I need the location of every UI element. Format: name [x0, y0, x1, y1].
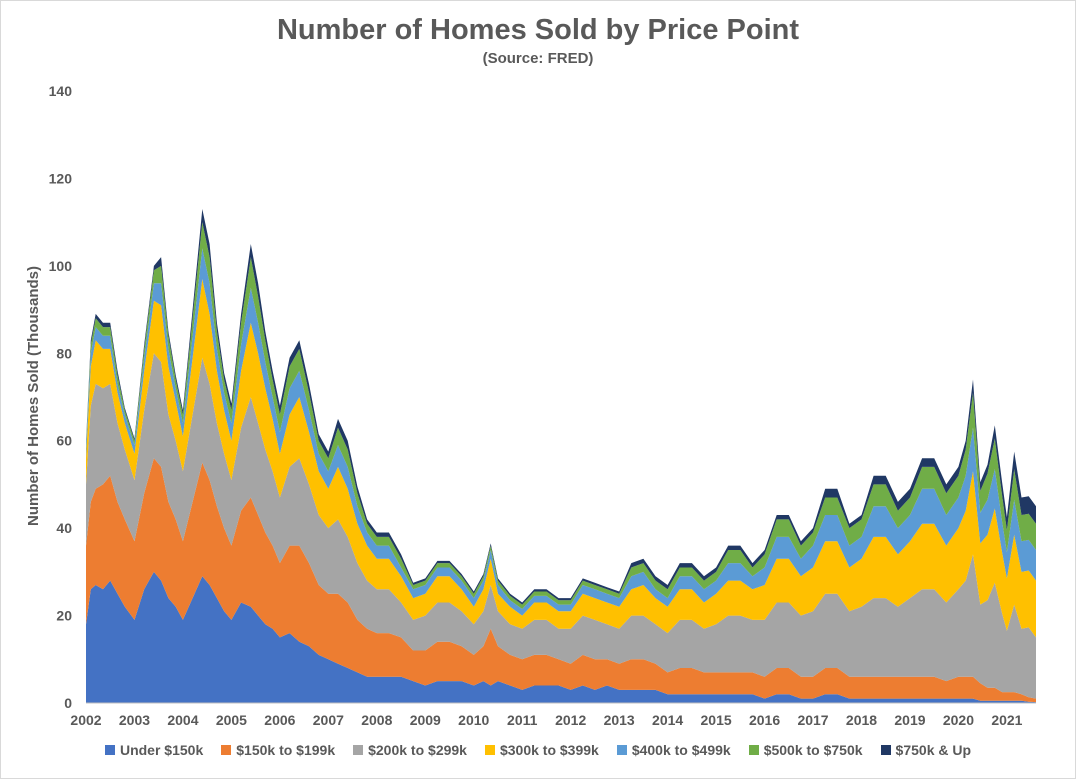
y-tick-label: 60: [56, 433, 72, 449]
legend-label: $200k to $299k: [368, 742, 467, 758]
legend-swatch: [104, 745, 115, 755]
legend-item: $750k & Up: [880, 742, 972, 758]
legend-item: $400k to $499k: [616, 742, 731, 758]
x-tick-label: 2018: [846, 712, 877, 728]
area-series-3: [86, 279, 1036, 638]
x-tick-label: 2005: [216, 712, 247, 728]
y-tick-label: 120: [49, 170, 73, 186]
x-tick-label: 2019: [894, 712, 925, 728]
legend-swatch: [353, 745, 364, 755]
legend-item: Under $150k: [104, 742, 204, 758]
legend-swatch: [484, 745, 495, 755]
legend-item: $500k to $750k: [748, 742, 863, 758]
x-tick-label: 2011: [507, 712, 538, 728]
x-tick-label: 2020: [943, 712, 974, 728]
legend: Under $150k $150k to $199k $200k to $299k $…: [0, 742, 1076, 758]
chart-title: Number of Homes Sold by Price Point: [276, 14, 800, 46]
legend-label: $400k to $499k: [631, 742, 731, 758]
x-tick-label: 2021: [991, 712, 1022, 728]
x-tick-label: 2004: [167, 712, 198, 728]
x-tick-label: 2014: [652, 712, 683, 728]
x-tick-label: 2010: [458, 712, 489, 728]
y-tick-label: 20: [56, 608, 72, 624]
legend-item: $200k to $299k: [353, 742, 467, 758]
x-tick-label: 2015: [701, 712, 732, 728]
area-series-2: [86, 353, 1036, 699]
legend-label: $150k to $199k: [236, 742, 336, 758]
y-tick-label: 80: [56, 345, 72, 361]
legend-item: $150k to $199k: [221, 742, 335, 758]
x-tick-label: 2013: [604, 712, 635, 728]
x-tick-label: 2016: [749, 712, 780, 728]
legend-item: $300k to $399k: [484, 742, 599, 758]
legend-label: $750k & Up: [895, 742, 972, 758]
y-tick-label: 100: [49, 258, 73, 274]
legend-label: $500k to $750k: [763, 742, 863, 758]
x-tick-label: 2006: [264, 712, 295, 728]
legend-label: $300k to $399k: [499, 742, 599, 758]
y-tick-label: 0: [64, 695, 72, 711]
legend-swatch: [880, 745, 891, 755]
area-series-1: [86, 458, 1036, 703]
x-tick-label: 2002: [70, 712, 101, 728]
y-tick-label: 140: [49, 83, 73, 99]
chart-subtitle: (Source: FRED): [482, 50, 594, 67]
x-tick-label: 2003: [119, 712, 150, 728]
legend-swatch: [748, 745, 759, 755]
area-series-4: [86, 248, 1036, 616]
x-tick-label: 2017: [797, 712, 828, 728]
x-tick-label: 2007: [313, 712, 344, 728]
legend-swatch: [616, 745, 627, 755]
y-axis-label: Number of Homes Sold (Thousands): [25, 266, 42, 526]
x-axis-ticks: 2002 2003 2004 2005 2006 2007 2008 2009 2010 2011…: [70, 712, 1022, 728]
x-tick-label: 2009: [410, 712, 441, 728]
x-tick-label: 2012: [555, 712, 586, 728]
x-tick-label: 2008: [361, 712, 392, 728]
legend-label: Under $150k: [119, 742, 204, 758]
y-axis-ticks: 0 20 40 60 80 100 120 140: [49, 83, 73, 711]
legend-swatch: [221, 745, 232, 755]
area-series-0: [86, 571, 1036, 703]
y-tick-label: 40: [56, 520, 72, 536]
area-layers: [86, 209, 1036, 703]
